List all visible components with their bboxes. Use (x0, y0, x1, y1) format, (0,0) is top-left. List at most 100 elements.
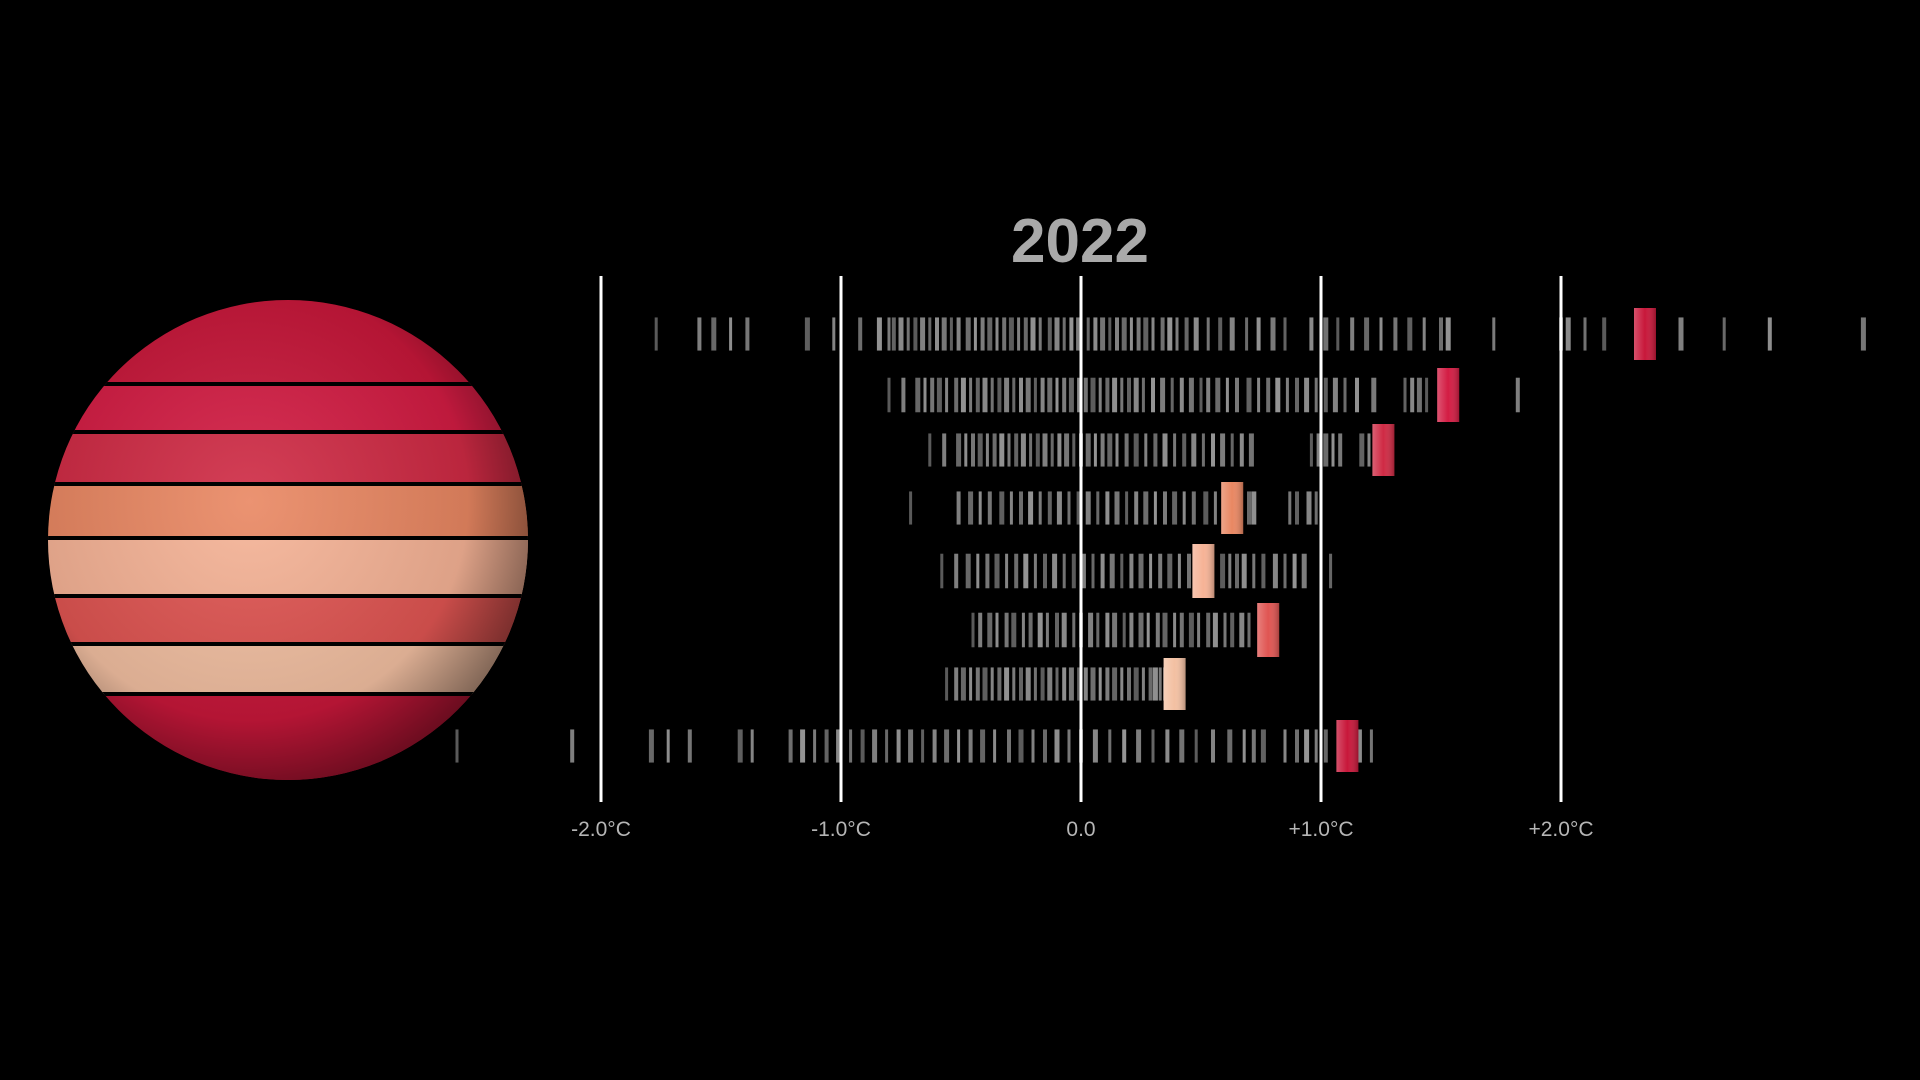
history-tick (1018, 729, 1024, 763)
history-tick (1107, 433, 1113, 467)
history-tick (1129, 317, 1133, 351)
history-tick (1144, 433, 1148, 467)
history-tick (1199, 377, 1203, 413)
history-tick (1033, 377, 1037, 413)
globe-band-divider (48, 594, 528, 598)
x-tick-label: 0.0 (1066, 818, 1095, 841)
history-tick (1047, 491, 1052, 525)
history-tick (1112, 667, 1118, 701)
history-tick (1252, 553, 1256, 589)
history-tick (956, 491, 961, 525)
history-tick (1134, 491, 1139, 525)
x-axis-tick-labels: -2.0°C -1.0°C 0.0 +1.0°C +2.0°C (571, 818, 1593, 841)
history-tick (1295, 729, 1299, 763)
history-tick (1184, 317, 1189, 351)
history-tick (1309, 317, 1314, 351)
history-tick (1120, 553, 1124, 589)
history-tick (1179, 612, 1184, 648)
current-year-marker-sheen (1437, 368, 1460, 422)
history-tick (896, 729, 901, 763)
history-tick (876, 317, 882, 351)
history-tick (1004, 667, 1010, 701)
history-tick (1167, 553, 1173, 589)
history-tick (945, 667, 949, 701)
history-tick (1213, 491, 1217, 525)
history-tick (1054, 729, 1060, 763)
history-tick (973, 317, 977, 351)
history-tick (1038, 491, 1042, 525)
current-year-marker-sheen (1336, 720, 1359, 772)
history-tick (1064, 433, 1070, 467)
history-tick (921, 729, 925, 763)
history-tick (949, 317, 953, 351)
history-tick (1350, 317, 1355, 351)
history-tick (1239, 433, 1244, 467)
current-year-markers (1163, 308, 1656, 772)
history-tick (891, 317, 896, 351)
history-tick (1182, 491, 1186, 525)
history-tick (1025, 667, 1031, 701)
history-tick (1093, 433, 1097, 467)
history-tick (1092, 729, 1098, 763)
history-tick (985, 553, 990, 589)
history-tick (1023, 553, 1029, 589)
history-tick (1283, 317, 1287, 351)
history-tick (1019, 377, 1023, 413)
history-tick (1011, 612, 1017, 648)
history-tick (1072, 433, 1076, 467)
history-tick (1206, 317, 1210, 351)
history-tick (969, 377, 973, 413)
history-tick (1331, 433, 1335, 467)
history-tick (1422, 317, 1426, 351)
history-tick (1043, 553, 1047, 589)
history-tick (1163, 491, 1167, 525)
history-tick (1148, 667, 1153, 701)
history-tick (1323, 377, 1328, 413)
history-tick (1212, 612, 1218, 648)
history-tick (1105, 377, 1110, 413)
history-tick (1182, 433, 1187, 467)
history-tick (1247, 491, 1251, 525)
history-tick (1019, 667, 1023, 701)
history-tick (1228, 553, 1232, 589)
history-tick (570, 729, 575, 763)
history-tick (1410, 377, 1415, 413)
globe-band-divider (48, 692, 528, 696)
history-tick (1229, 317, 1235, 351)
history-tick (1112, 612, 1118, 648)
history-tick (1407, 317, 1413, 351)
history-tick (1445, 317, 1451, 351)
history-tick (1143, 317, 1149, 351)
history-tick (1158, 553, 1163, 589)
history-tick (1067, 491, 1071, 525)
history-tick (1047, 667, 1053, 701)
x-tick-label: -2.0°C (571, 818, 631, 841)
history-tick (1272, 553, 1278, 589)
history-tick (1211, 433, 1215, 467)
history-tick (1235, 553, 1239, 589)
history-tick (1100, 317, 1106, 351)
history-tick (654, 317, 658, 351)
history-tick (1152, 667, 1158, 701)
history-tick (1047, 317, 1052, 351)
history-tick (1090, 377, 1096, 413)
history-tick (1257, 377, 1261, 413)
history-tick (1565, 317, 1571, 351)
history-tick (885, 729, 889, 763)
history-tick (1033, 553, 1037, 589)
history-tick (1403, 377, 1407, 413)
history-tick (1153, 491, 1157, 525)
history-tick (1069, 317, 1074, 351)
history-tick (1133, 377, 1139, 413)
current-year-marker-sheen (1372, 424, 1395, 476)
history-tick (1056, 491, 1062, 525)
history-tick (992, 433, 997, 467)
history-tick (999, 433, 1005, 467)
history-tick (1416, 377, 1422, 413)
history-tick (1061, 612, 1067, 648)
history-tick (1160, 317, 1165, 351)
history-tick (1172, 491, 1178, 525)
history-tick (964, 433, 968, 467)
history-tick (1306, 491, 1312, 525)
history-tick (1149, 553, 1153, 589)
